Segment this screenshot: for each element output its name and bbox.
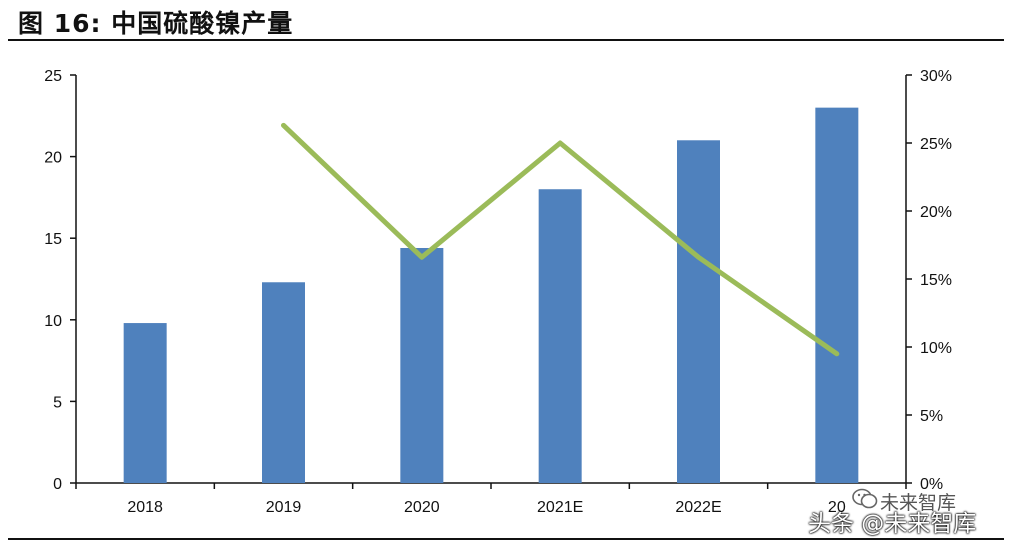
left-tick-label: 10 (44, 313, 62, 330)
x-tick-label: 2021E (537, 499, 583, 516)
right-tick-label: 15% (920, 272, 952, 289)
x-tick-label: 2018 (127, 499, 163, 516)
bar-2021E (538, 189, 582, 484)
left-tick-label: 20 (44, 150, 62, 167)
x-tick-label: 2019 (266, 499, 302, 516)
top-rule (8, 39, 1004, 41)
right-tick-label: 30% (920, 68, 952, 85)
watermark-source: 头条 @未来智库 (808, 511, 977, 537)
figure-title: 图 16: 中国硫酸镍产量 (18, 9, 294, 38)
x-tick-label: 20 (828, 499, 846, 516)
left-axis: 0 5 10 15 20 25 (44, 68, 77, 493)
wechat-icon (852, 488, 878, 509)
bar-2023E (815, 107, 859, 483)
line-series (281, 122, 840, 357)
watermark-text: 未来智库 (880, 492, 957, 514)
left-tick-label: 25 (44, 68, 62, 85)
left-tick-label: 15 (44, 231, 62, 248)
right-tick-label: 0% (920, 476, 943, 493)
right-axis: 0% 5% 10% 15% 20% 25% 30% (905, 68, 952, 493)
bar-2018 (123, 323, 167, 483)
left-tick-label: 5 (53, 394, 62, 411)
bottom-rule (8, 538, 1004, 540)
x-tick-label: 2020 (404, 499, 440, 516)
right-tick-label: 10% (920, 340, 952, 357)
right-tick-label: 5% (920, 408, 943, 425)
bar-series (123, 107, 859, 484)
right-tick-label: 25% (920, 136, 952, 153)
x-tick-label: 2022E (675, 499, 721, 516)
bar-2020 (400, 247, 444, 483)
left-tick-label: 0 (53, 476, 62, 493)
right-tick-label: 20% (920, 204, 952, 221)
bar-2019 (262, 282, 305, 483)
bar-2022E (677, 140, 720, 483)
x-axis: 2018 2019 2020 2021E 2022E 20 (75, 482, 907, 516)
